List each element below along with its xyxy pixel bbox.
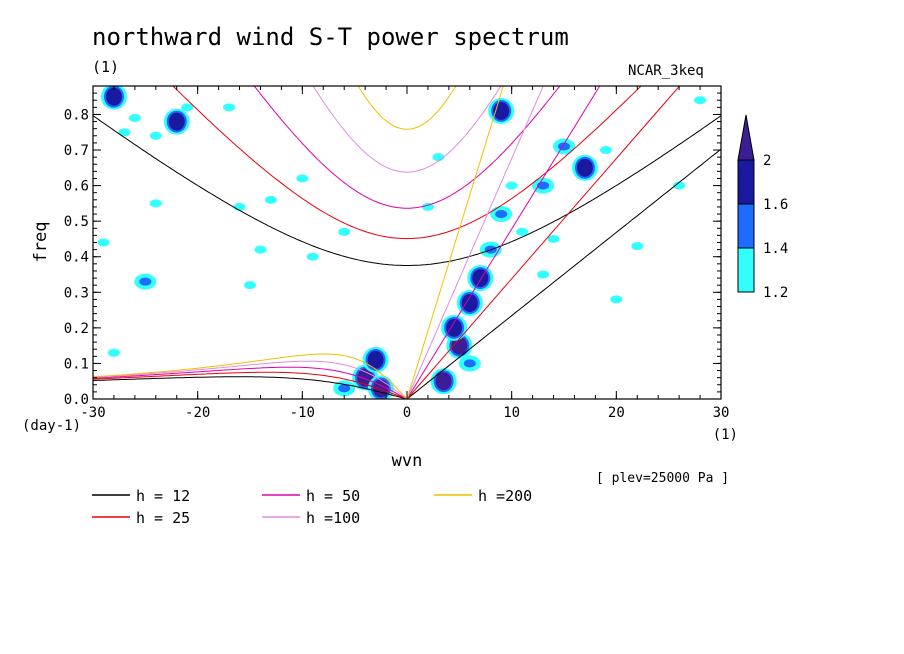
power-blob [461,293,478,312]
y-tick-label: 0.6 [64,179,89,195]
x-unit-label: (1) [713,427,738,443]
power-blob [631,242,644,251]
power-blob [233,202,246,211]
y-tick-label: 0.2 [64,321,89,337]
power-blob [107,348,120,357]
y-tick-label: 0.0 [64,392,89,408]
y-tick-label: 0.5 [64,214,89,230]
power-blob [599,146,612,155]
power-blob [105,87,122,106]
colorbar-label: 1.2 [763,285,788,301]
dispersion-curve-h12-ig [93,115,721,266]
power-blob [516,227,529,236]
power-blob [673,181,686,190]
y-tick-label: 0.3 [64,285,89,301]
power-blob [576,158,593,177]
power-blob [421,202,434,211]
colorbar-extension [737,114,755,161]
power-blob [223,103,236,112]
y-unit-label: (day-1) [22,418,81,434]
power-blob [118,128,131,137]
power-blob [547,234,560,243]
power-blob [610,295,623,304]
power-blob [451,336,468,355]
power-blob [495,210,508,219]
dispersion-curve-h50-rossby [93,366,408,399]
x-tick-label: -30 [80,405,105,421]
colorbar-label: 1.4 [763,241,788,257]
x-tick-label: -20 [185,405,210,421]
y-tick-label: 0.1 [64,356,89,372]
power-blob [128,114,141,123]
x-tick-label: 30 [713,405,730,421]
legend-label: h = 25 [136,509,190,527]
colorbar-label: 2 [763,153,771,169]
colorbar-segment [737,247,755,293]
power-blob [168,112,185,131]
power-blob [694,96,707,105]
chart-subtitle: (1) [92,58,120,76]
y-tick-label: 0.4 [64,250,89,266]
legend-label: h = 12 [136,487,190,505]
power-blob [149,131,162,140]
dispersion-curve-h25-kelvin [406,86,681,399]
dispersion-curve-h50-kelvin [406,86,601,399]
power-blob [338,227,351,236]
x-tick-label: 10 [503,405,520,421]
dispersion-curve-h200-rossby [93,353,408,399]
dispersion-curve-h25-ig [172,86,642,240]
power-blob [432,153,445,162]
power-blob [149,199,162,208]
colorbar-segment [737,203,755,249]
legend-label: h =200 [478,487,532,505]
chart-title: northward wind S-T power spectrum [92,23,569,51]
colorbar-segment [737,159,755,205]
dispersion-curve-h200-kelvin [406,86,504,399]
dispersion-curve-h12-rossby [93,376,408,399]
y-axis-label: freq [31,222,51,263]
power-blob [306,252,319,261]
x-tick-label: 20 [608,405,625,421]
power-blob [181,103,194,112]
power-blob [367,350,384,369]
power-blob [97,238,110,247]
x-tick-label: -10 [290,405,315,421]
power-blob [244,281,256,290]
x-axis-label: wvn [392,451,423,471]
dispersion-curve-h12-kelvin [406,148,721,399]
dispersion-curve-h50-ig [253,86,561,209]
plot-content [93,86,721,399]
colorbar-label: 1.6 [763,197,788,213]
dispersion-curve-h100-rossby [93,360,408,399]
y-tick-label: 0.8 [64,107,89,123]
legend-label: h = 50 [306,487,360,505]
dispersion-curve-h25-rossby [93,371,408,399]
dispersion-curve-h200-ig [357,86,457,130]
power-blob [446,318,463,337]
power-blob [537,270,550,279]
power-blob [254,245,267,254]
dispersion-curve-h100-ig [312,86,502,173]
y-tick-label: 0.7 [64,143,89,159]
dispersion-curve-h100-kelvin [406,86,544,399]
power-blob [505,181,518,190]
pressure-level-note: [ plev=25000 Pa ] [596,471,730,486]
power-blob [435,372,452,391]
legend-label: h =100 [306,509,360,527]
power-blob [463,359,476,368]
x-tick-label: 0 [403,405,411,421]
power-blob [139,277,152,286]
power-blob [264,195,277,204]
power-blob [338,384,351,393]
power-blob [296,174,309,183]
plot-area [93,86,721,399]
run-label: NCAR_3keq [628,63,704,79]
